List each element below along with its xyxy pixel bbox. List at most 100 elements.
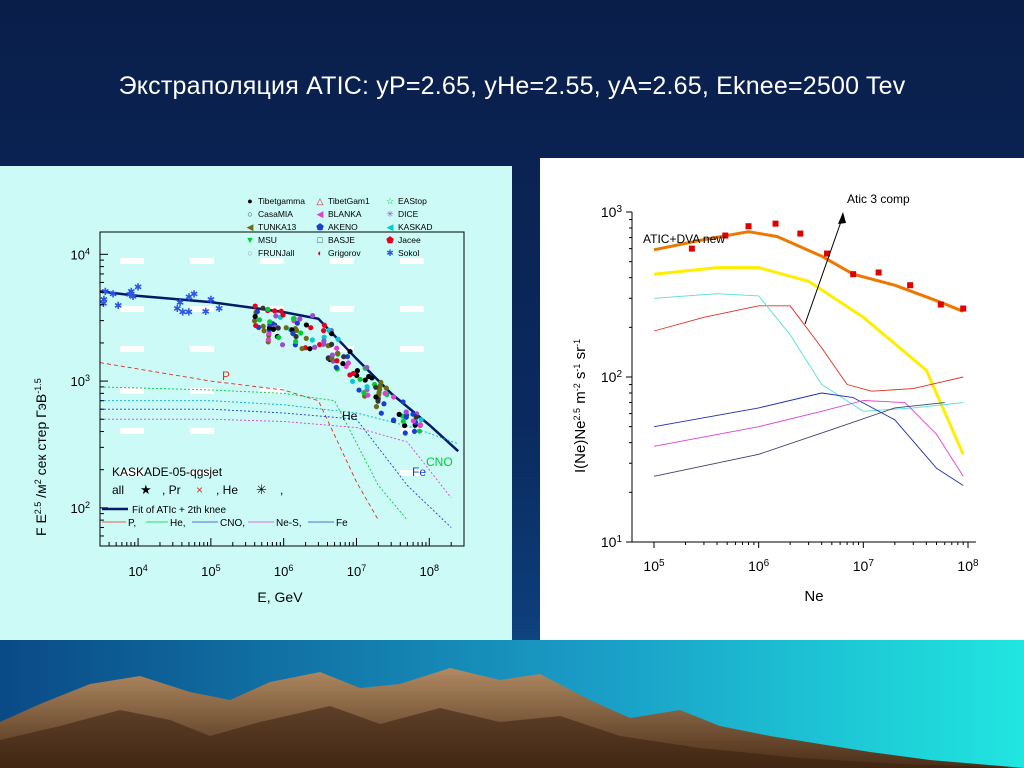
data-point bbox=[797, 230, 804, 237]
fit-legend-p: P, bbox=[128, 518, 136, 529]
data-point bbox=[907, 282, 914, 289]
left-x-tick-label: 106 bbox=[274, 563, 293, 579]
legend-label: FRUNJall bbox=[258, 248, 294, 258]
kaskade-title: KASKADE-05-qgsjet bbox=[112, 465, 223, 479]
right-annotation-atic-dva: ATIC+DVA new bbox=[643, 232, 725, 246]
data-point bbox=[688, 245, 695, 252]
left-annotation-p: P bbox=[222, 369, 230, 383]
data-marker bbox=[347, 349, 353, 355]
right-y-tick-label: 103 bbox=[601, 204, 623, 221]
annotation-arrowhead bbox=[838, 212, 846, 224]
right-x-tick-label: 107 bbox=[853, 558, 875, 575]
legend-label: CasaMIA bbox=[258, 209, 293, 219]
legend-marker: ▼ bbox=[246, 235, 255, 245]
data-marker bbox=[253, 322, 259, 329]
annotation-arrow bbox=[804, 215, 844, 325]
data-marker bbox=[251, 318, 258, 324]
component-line bbox=[100, 408, 452, 528]
left-y-axis-label: F E2.5 /м2 сек стер ГэВ-1.5 bbox=[33, 378, 49, 536]
bg-dash bbox=[120, 306, 144, 312]
fit-legend-fe: Fe bbox=[336, 518, 348, 529]
left-chart-panel: ✱ ✱ ✱ ✱ ✱ ✱ ✱ ✱ ✱ ✱ ✱ ✱ ✱ ✱ ✱ ✱ ✱ ✱ 104 105 106 107 108 102 103… bbox=[0, 166, 512, 640]
data-marker bbox=[369, 375, 375, 381]
legend-label: BASJE bbox=[328, 235, 355, 245]
legend-label: Jacee bbox=[398, 235, 421, 245]
data-marker bbox=[325, 355, 331, 362]
left-annotation-fe: Fe bbox=[412, 465, 426, 479]
sokol-marker: ✱ bbox=[101, 287, 109, 298]
data-marker bbox=[402, 422, 408, 429]
data-marker bbox=[378, 379, 384, 385]
legend-marker: ◀ bbox=[387, 222, 394, 232]
data-marker bbox=[321, 334, 327, 340]
data-marker bbox=[312, 344, 318, 350]
bg-dash bbox=[330, 306, 354, 312]
data-marker bbox=[299, 345, 305, 352]
kaskade-pr: , Pr bbox=[162, 483, 181, 497]
data-marker bbox=[381, 401, 387, 407]
data-marker bbox=[334, 358, 340, 364]
data-marker bbox=[294, 320, 300, 326]
bg-dash bbox=[400, 258, 424, 264]
right-y-tick-label: 101 bbox=[601, 534, 623, 551]
data-marker bbox=[400, 399, 406, 405]
component-line bbox=[100, 418, 452, 499]
kaskade-he: , He bbox=[216, 483, 238, 497]
data-marker bbox=[293, 333, 299, 340]
legend-label: Sokol bbox=[398, 248, 419, 258]
sokol-marker: ✱ bbox=[114, 301, 122, 312]
data-marker bbox=[320, 328, 327, 334]
data-marker bbox=[357, 376, 363, 382]
bg-dash bbox=[190, 388, 214, 394]
sokol-marker: ✱ bbox=[127, 287, 135, 298]
data-marker bbox=[310, 312, 316, 319]
data-marker bbox=[350, 370, 356, 377]
data-marker bbox=[260, 323, 266, 329]
bg-dash bbox=[260, 258, 284, 264]
data-marker bbox=[391, 394, 397, 400]
legend-label: TUNKA13 bbox=[258, 222, 297, 232]
data-marker bbox=[413, 414, 419, 420]
data-marker bbox=[273, 313, 279, 319]
data-marker bbox=[365, 392, 371, 398]
right-x-tick-label: 106 bbox=[748, 558, 770, 575]
data-marker bbox=[417, 422, 423, 428]
bg-dash bbox=[330, 258, 354, 264]
data-marker bbox=[335, 350, 341, 356]
sokol-marker: ✱ bbox=[207, 295, 215, 306]
data-marker bbox=[308, 325, 314, 331]
left-x-tick-label: 107 bbox=[347, 563, 366, 579]
right-y-tick-label: 102 bbox=[601, 369, 623, 386]
data-marker bbox=[317, 341, 323, 348]
legend-label: EAStop bbox=[398, 196, 427, 206]
data-marker bbox=[297, 316, 303, 322]
data-marker bbox=[334, 345, 340, 351]
bg-dash bbox=[400, 346, 424, 352]
data-marker bbox=[252, 313, 258, 320]
data-marker bbox=[293, 327, 300, 333]
bg-dash bbox=[260, 306, 284, 312]
data-marker bbox=[383, 385, 389, 391]
right-y-axis-label: I(Ne)Ne2.5 m-2 s-1 sr-1 bbox=[572, 339, 589, 473]
sokol-marker: ✱ bbox=[202, 307, 210, 318]
data-marker bbox=[364, 384, 370, 390]
fit-legend-cno: CNO, bbox=[220, 518, 245, 529]
component-line bbox=[653, 293, 964, 412]
data-marker bbox=[333, 364, 339, 370]
left-y-tick-label: 103 bbox=[71, 373, 90, 389]
sokol-marker: ✱ bbox=[185, 308, 193, 319]
fit-legend-nes: Ne-S, bbox=[276, 518, 302, 529]
component-line bbox=[100, 400, 459, 445]
data-marker bbox=[390, 417, 397, 423]
right-x-axis-label: Ne bbox=[804, 588, 823, 605]
left-x-tick-label: 105 bbox=[201, 563, 220, 579]
kaskade-all-marker: ★ bbox=[140, 482, 152, 497]
data-marker bbox=[416, 428, 423, 434]
data-marker bbox=[344, 353, 351, 360]
data-point bbox=[875, 269, 882, 276]
data-point bbox=[824, 250, 831, 257]
bg-dash bbox=[190, 346, 214, 352]
kaskade-pr-marker: × bbox=[196, 483, 203, 497]
data-marker bbox=[254, 309, 260, 315]
data-marker bbox=[364, 364, 370, 371]
